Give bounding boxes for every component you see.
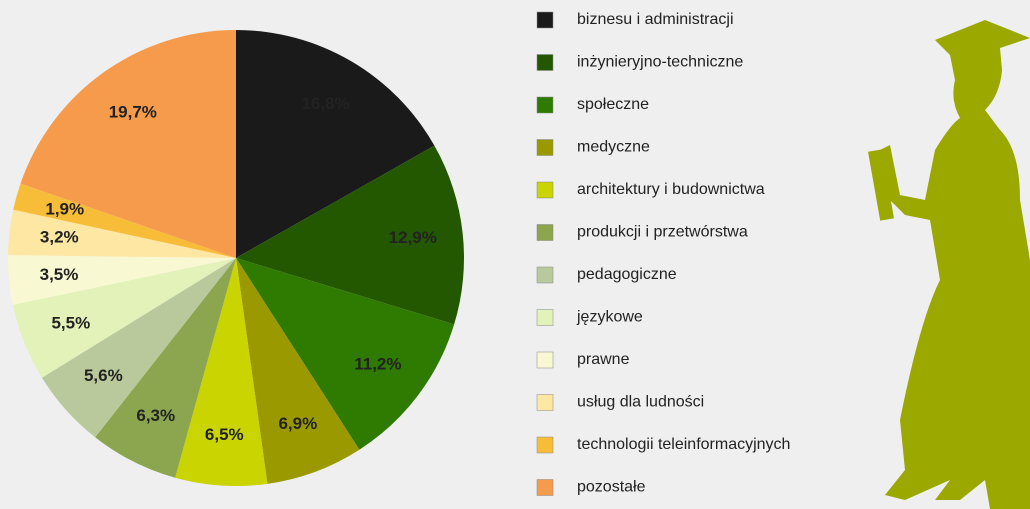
legend-label: inżynieryjno-techniczne (577, 54, 743, 71)
pie-slice (175, 258, 268, 486)
pie-slice (236, 30, 435, 258)
legend-swatch (536, 96, 554, 114)
pie-slice (236, 258, 455, 450)
pie-slice (20, 30, 236, 258)
legend-label: biznesu i administracji (577, 11, 734, 28)
data-label: 6,9% (278, 414, 317, 433)
legend-swatch (536, 351, 554, 369)
data-label: 1,9% (45, 199, 84, 218)
data-label: 16,8% (301, 94, 349, 113)
legend-swatch (536, 11, 554, 29)
data-label: 19,7% (109, 103, 157, 122)
pie-slice (95, 258, 236, 478)
legend-label: architektury i budownictwa (577, 181, 765, 198)
legend-label: pozostałe (577, 479, 646, 496)
graduate-silhouette (868, 20, 1030, 509)
pie-slice (8, 255, 236, 305)
data-label: 5,6% (84, 366, 123, 385)
legend-swatch (536, 139, 554, 156)
data-label: 11,2% (354, 355, 401, 374)
legend-swatch (536, 266, 554, 284)
pie-slice (41, 258, 236, 438)
legend-label: pedagogiczne (577, 266, 677, 283)
legend-label: językowe (576, 309, 643, 326)
pie-slice (12, 258, 236, 378)
legend-swatch (536, 309, 554, 326)
data-label: 5,5% (51, 313, 90, 332)
data-label: 6,5% (205, 425, 244, 444)
legend-label: społeczne (577, 96, 649, 113)
pie-slice (8, 209, 236, 258)
legend-swatch (536, 181, 554, 199)
data-label: 12,9% (389, 228, 437, 247)
legend-swatch (536, 479, 554, 496)
data-label: 3,5% (40, 265, 79, 284)
legend-label: produkcji i przetwórstwa (577, 224, 748, 241)
legend-swatch (536, 54, 554, 71)
legend-swatch (536, 394, 554, 411)
legend-swatch (536, 224, 554, 241)
legend-label: prawne (577, 351, 630, 368)
legend-swatch (536, 436, 554, 454)
legend-label: usług dla ludności (577, 394, 704, 411)
legend-label: medyczne (577, 139, 650, 156)
data-label: 3,2% (40, 227, 79, 246)
pie-slice (236, 145, 464, 325)
pie-slice (13, 183, 237, 258)
pie-slice (236, 258, 360, 484)
data-label: 6,3% (136, 406, 175, 425)
legend-label: technologii teleinformacyjnych (577, 436, 790, 453)
